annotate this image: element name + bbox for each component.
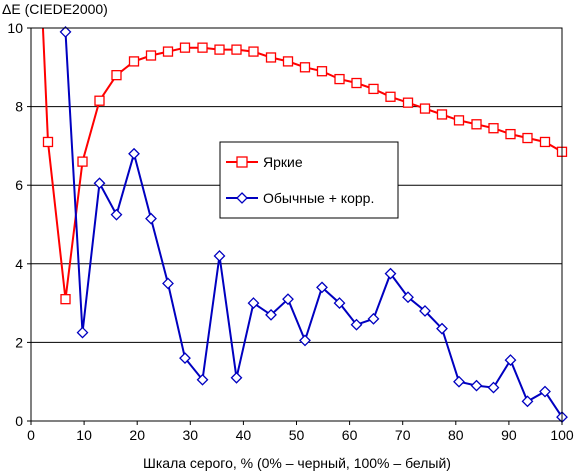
data-point-square xyxy=(94,95,105,106)
data-point-diamond xyxy=(110,208,123,221)
legend-marker-normal xyxy=(236,192,248,204)
data-point-diamond xyxy=(265,308,277,321)
data-point-diamond xyxy=(436,322,448,335)
x-tick-label: 10 xyxy=(76,427,92,443)
data-point-square xyxy=(402,97,414,108)
data-point-diamond xyxy=(521,395,534,408)
data-point-square xyxy=(539,136,551,148)
x-tick-label: 20 xyxy=(129,427,145,443)
data-point-diamond xyxy=(350,318,363,331)
y-tick-label: 6 xyxy=(15,177,23,193)
data-point-square xyxy=(265,52,277,63)
data-point-square xyxy=(351,77,362,89)
y-tick-label: 4 xyxy=(15,256,23,272)
data-point-diamond xyxy=(333,297,346,310)
data-point-diamond xyxy=(299,334,311,347)
data-point-diamond xyxy=(539,385,551,398)
data-point-square xyxy=(42,136,54,148)
y-tick-label: 2 xyxy=(15,334,23,350)
data-point-square xyxy=(179,42,191,53)
y-tick-label: 8 xyxy=(15,99,23,115)
data-point-diamond xyxy=(247,297,260,310)
data-point-square xyxy=(522,132,533,144)
x-tick-label: 80 xyxy=(448,427,464,443)
x-tick-label: 30 xyxy=(183,427,199,443)
y-axis-label: ΔE (CIEDE2000) xyxy=(2,1,108,17)
data-point-diamond xyxy=(230,371,243,384)
y-tick-label: 0 xyxy=(15,413,23,429)
data-point-diamond xyxy=(367,312,380,325)
legend-marker-bright xyxy=(236,156,248,168)
data-point-square xyxy=(248,46,259,57)
data-point-diamond xyxy=(487,381,500,394)
data-point-square xyxy=(111,70,122,81)
data-point-square xyxy=(231,44,242,55)
x-tick-label: 60 xyxy=(342,427,358,443)
y-tick-label: 10 xyxy=(7,20,23,36)
data-point-diamond xyxy=(76,326,89,339)
data-point-diamond xyxy=(179,352,191,365)
data-point-square xyxy=(385,91,396,102)
data-point-square xyxy=(214,44,225,55)
x-tick-label: 70 xyxy=(395,427,411,443)
data-point-square xyxy=(197,42,208,53)
data-point-square xyxy=(419,103,431,114)
data-point-square xyxy=(334,73,345,85)
data-point-diamond xyxy=(504,354,517,367)
series-markers xyxy=(42,26,568,423)
data-point-diamond xyxy=(282,293,294,306)
data-point-diamond xyxy=(162,277,174,290)
data-point-square xyxy=(453,115,465,126)
data-point-square xyxy=(77,156,88,167)
legend-label-normal: Обычные + корр. xyxy=(263,190,374,206)
data-point-diamond xyxy=(470,379,483,392)
x-axis-label: Шкала серого, % (0% – черный, 100% – бел… xyxy=(143,455,451,471)
data-point-square xyxy=(60,294,71,305)
data-point-diamond xyxy=(196,373,209,386)
data-point-diamond xyxy=(128,147,140,160)
data-point-square xyxy=(299,62,311,73)
data-point-diamond xyxy=(213,250,226,262)
data-point-square xyxy=(471,119,482,130)
data-point-square xyxy=(128,56,140,67)
data-point-diamond xyxy=(419,305,431,317)
data-point-diamond xyxy=(453,375,465,388)
data-point-square xyxy=(316,66,328,77)
x-tick-label: 40 xyxy=(236,427,252,443)
data-point-diamond xyxy=(59,26,72,38)
data-point-square xyxy=(162,46,174,57)
x-tick-label: 100 xyxy=(550,427,574,443)
x-tick-label: 90 xyxy=(501,427,517,443)
data-point-square xyxy=(505,128,516,140)
x-tick-label: 50 xyxy=(289,427,305,443)
data-point-diamond xyxy=(384,267,397,280)
data-point-square xyxy=(368,83,379,95)
data-point-diamond xyxy=(402,291,414,304)
data-point-square xyxy=(145,50,157,61)
plot-frame xyxy=(30,27,563,422)
data-point-square xyxy=(282,56,294,67)
data-point-diamond xyxy=(145,212,157,225)
x-tick-label: 0 xyxy=(27,427,35,443)
data-point-diamond xyxy=(316,281,328,294)
data-point-square xyxy=(436,109,448,120)
legend-label-bright: Яркие xyxy=(263,154,303,170)
data-point-diamond xyxy=(93,177,106,190)
legend-box xyxy=(219,141,399,219)
legend: Яркие Обычные + корр. xyxy=(219,141,399,219)
data-point-square xyxy=(488,123,499,134)
